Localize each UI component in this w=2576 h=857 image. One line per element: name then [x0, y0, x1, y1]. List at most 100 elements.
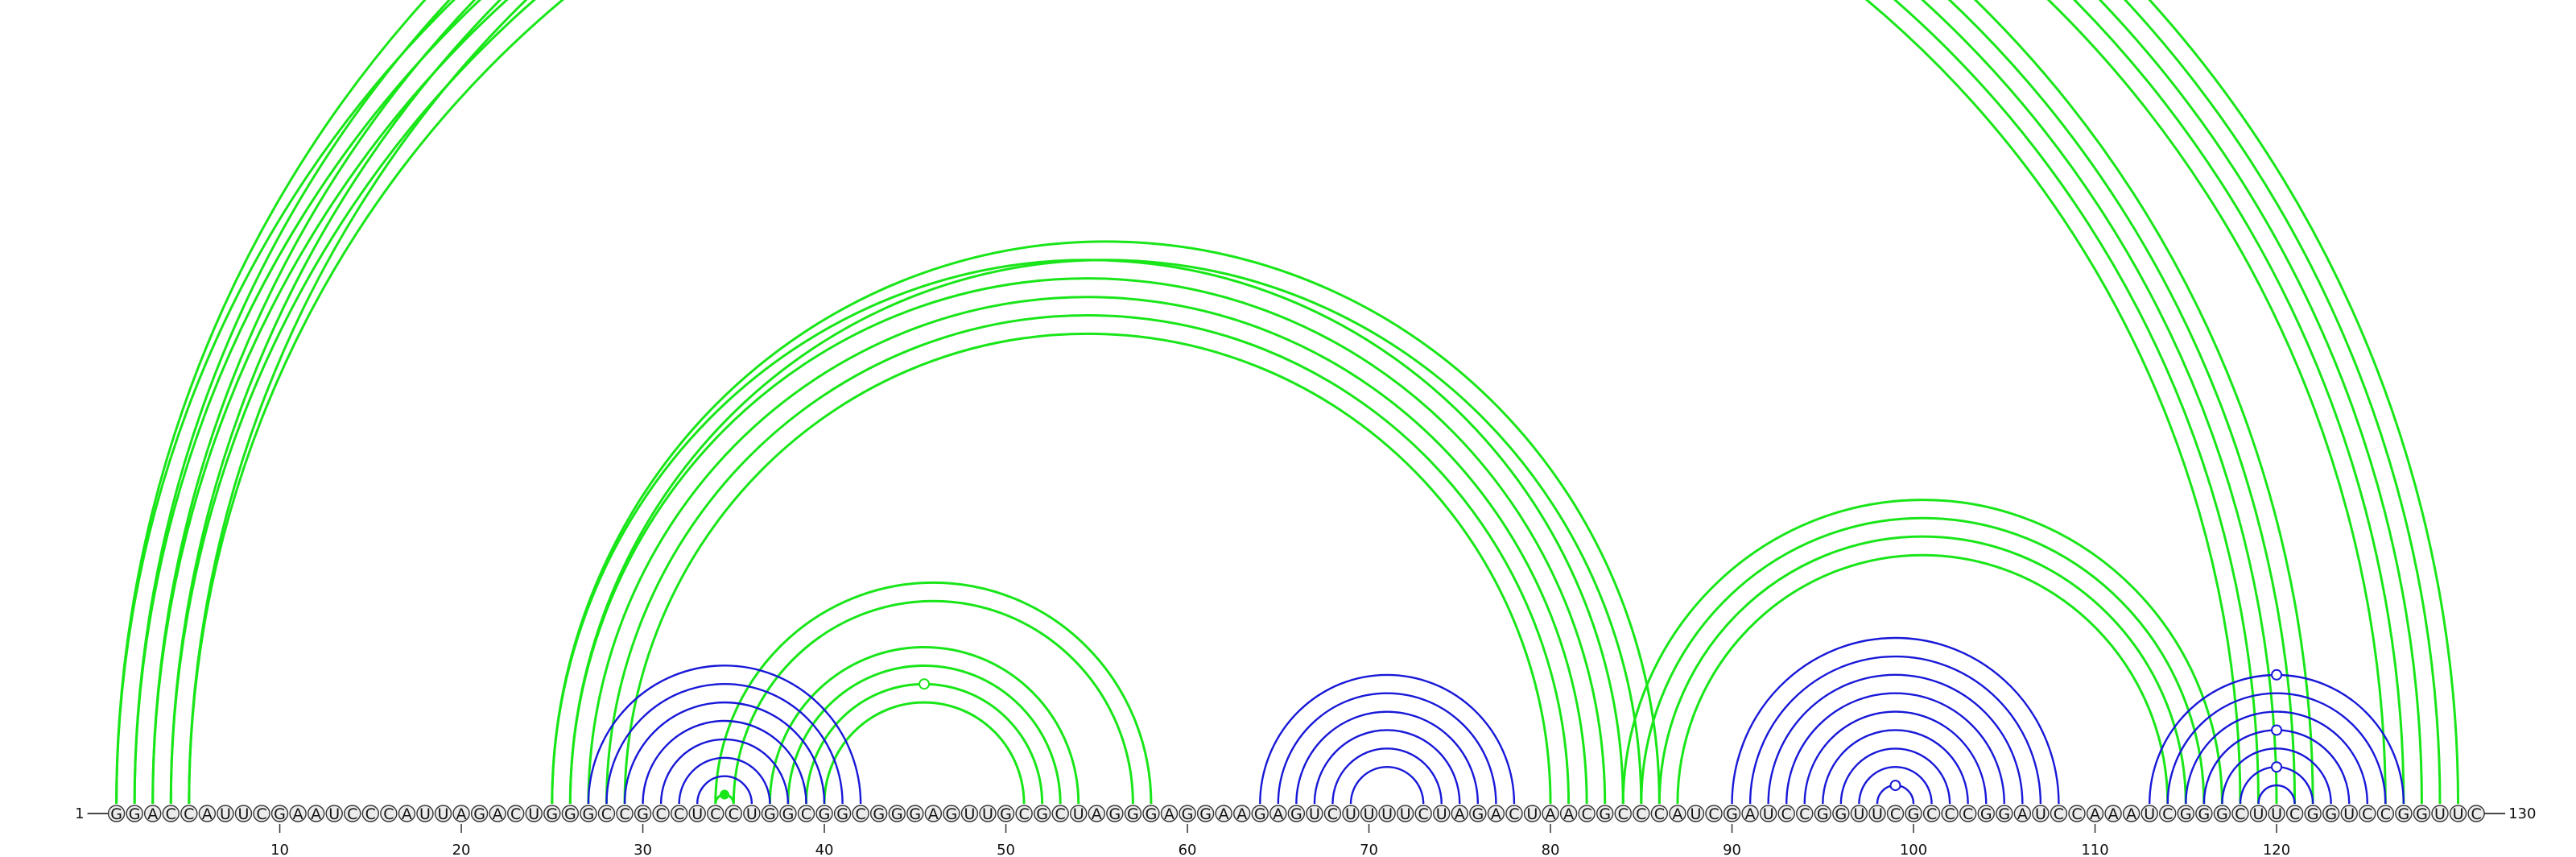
nucleotide-letter: A — [928, 805, 939, 823]
nucleotide-circle — [1070, 805, 1088, 822]
nucleotide-21: G — [470, 805, 489, 823]
nucleotide-circle — [1850, 805, 1868, 822]
nucleotide-22: A — [489, 805, 506, 823]
nucleotide-29: C — [616, 805, 634, 823]
nucleotide-circle — [1414, 805, 1432, 822]
tick-label-20: 20 — [452, 842, 471, 857]
nucleotide-letter: U — [2144, 805, 2155, 823]
nucleotide-letter: G — [473, 805, 485, 823]
nucleotide-letter: G — [891, 805, 903, 823]
nucleotide-circle — [162, 805, 180, 822]
nucleotide-circle — [2122, 805, 2140, 822]
green-arc-27-82 — [587, 296, 1588, 805]
nucleotide-92: U — [1759, 805, 1777, 823]
nucleotide-44: G — [888, 805, 906, 823]
nucleotide-8: U — [234, 805, 253, 823]
nucleotide-circle — [1559, 805, 1578, 822]
nucleotide-circle — [289, 805, 307, 822]
nucleotide-72: U — [1396, 805, 1414, 823]
nucleotide-circle — [1578, 805, 1596, 822]
blue-arc-94-104 — [1803, 710, 1988, 805]
nucleotide-65: A — [1269, 805, 1287, 823]
nucleotide-circle — [1759, 805, 1777, 822]
nucleotide-letter: C — [2054, 805, 2064, 823]
nucleotide-circle — [1633, 805, 1650, 822]
nucleotide-circle — [2431, 805, 2449, 822]
nucleotide-letter: U — [2434, 805, 2446, 823]
blue-arc-marker-118-122 — [2271, 761, 2283, 773]
nucleotide-circle — [1033, 805, 1051, 822]
nucleotide-letter: U — [2253, 805, 2264, 823]
nucleotide-circle — [1941, 805, 1959, 822]
nucleotide-circle — [2140, 805, 2158, 822]
green-arc-25-86 — [551, 240, 1661, 805]
nucleotide-circle — [126, 805, 143, 822]
nucleotide-79: U — [1523, 805, 1542, 823]
nucleotide-115: G — [2177, 805, 2195, 823]
nucleotide-47: G — [943, 805, 960, 823]
nucleotide-circle — [2050, 805, 2068, 822]
nucleotide-letter: G — [1127, 805, 1139, 823]
nucleotide-circle — [1832, 805, 1850, 822]
nucleotide-letter: C — [2380, 805, 2391, 823]
nucleotide-97: U — [1850, 805, 1868, 823]
nucleotide-circle — [2068, 805, 2086, 822]
nucleotide-circle — [1179, 805, 1196, 822]
nucleotide-116: G — [2195, 805, 2213, 823]
nucleotide-circle — [1814, 805, 1832, 822]
nucleotide-circle — [2395, 805, 2413, 822]
nucleotide-circle — [198, 805, 217, 822]
nucleotide-letter: A — [293, 805, 303, 823]
nucleotide-circle — [1142, 805, 1160, 822]
nucleotide-circle — [1160, 805, 1179, 822]
arc-markers — [720, 669, 2283, 800]
nucleotide-circle — [1922, 805, 1941, 822]
nucleotide-45: G — [906, 805, 924, 823]
nucleotide-letter: G — [1199, 805, 1212, 823]
nucleotide-98: U — [1868, 805, 1886, 823]
nucleotide-circle — [107, 805, 126, 822]
green-arc-26-83 — [568, 277, 1607, 805]
nucleotide-104: G — [1977, 805, 1995, 823]
nucleotide-circle — [960, 805, 979, 822]
sequence-end-label: 130 — [2508, 805, 2536, 822]
nucleotide-circle — [253, 805, 270, 822]
nucleotide-letter: C — [729, 805, 739, 823]
nucleotide-56: G — [1106, 805, 1124, 823]
nucleotide-circle — [2177, 805, 2195, 822]
nucleotide-81: A — [1559, 805, 1578, 823]
nucleotide-circle — [1124, 805, 1142, 822]
nucleotide-105: G — [1996, 805, 2013, 823]
nucleotide-2: G — [126, 805, 143, 823]
nucleotide-107: U — [2032, 805, 2050, 823]
blue-arc-33-36 — [696, 775, 753, 805]
nucleotide-letter: U — [1763, 805, 1774, 823]
nucleotide-circle — [1741, 805, 1759, 822]
nucleotide-circle — [2285, 805, 2304, 822]
nucleotide-letter: G — [1108, 805, 1121, 823]
nucleotide-91: A — [1741, 805, 1759, 823]
nucleotide-letter: G — [2398, 805, 2410, 823]
nucleotide-circle — [270, 805, 289, 822]
nucleotide-129: U — [2431, 805, 2449, 823]
nucleotide-letter: U — [2453, 805, 2464, 823]
nucleotide-circle — [2413, 805, 2431, 822]
nucleotide-letter: G — [782, 805, 795, 823]
nucleotide-letter: G — [274, 805, 286, 823]
nucleotide-circle — [797, 805, 815, 822]
nucleotide-82: C — [1578, 805, 1596, 823]
nucleotide-circle — [2013, 805, 2032, 822]
nucleotide-circle — [470, 805, 489, 822]
nucleotide-circle — [1106, 805, 1124, 822]
nucleotide-48: U — [960, 805, 979, 823]
nucleotide-letter: A — [1672, 805, 1682, 823]
nucleotide-circle — [543, 805, 561, 822]
nucleotide-letter: U — [1400, 805, 1411, 823]
nucleotide-62: A — [1215, 805, 1232, 823]
nucleotide-9: C — [253, 805, 270, 823]
nucleotide-letter: A — [311, 805, 321, 823]
nucleotide-circle — [580, 805, 597, 822]
nucleotide-78: C — [1505, 805, 1523, 823]
nucleotide-93: C — [1777, 805, 1795, 823]
